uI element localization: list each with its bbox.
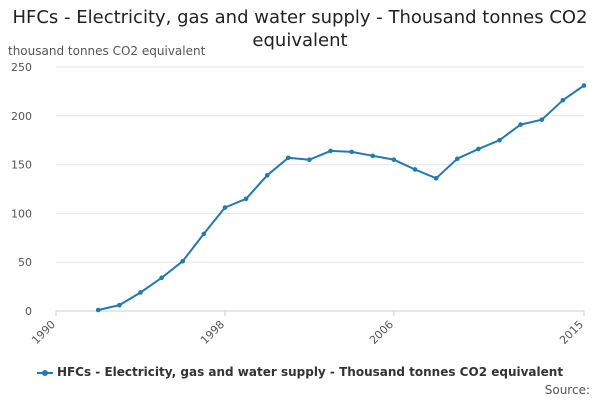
data-point-1996 <box>180 258 186 264</box>
data-point-2010 <box>476 146 481 152</box>
data-point-1993 <box>117 302 122 308</box>
series-line-0 <box>97 84 585 311</box>
data-point-1997 <box>201 231 207 237</box>
data-point-2006 <box>391 157 397 163</box>
data-point-2001 <box>286 155 291 161</box>
data-point-2004 <box>349 149 354 155</box>
data-point-1994 <box>138 290 143 295</box>
data-point-2003 <box>328 148 333 154</box>
x-tick-label-1990: 1990 <box>29 318 58 347</box>
data-point-1998 <box>222 205 228 210</box>
data-point-2013 <box>539 117 545 123</box>
y-tick-label-150: 150 <box>11 159 32 172</box>
data-point-1999 <box>243 196 249 202</box>
data-point-2014 <box>560 97 566 103</box>
x-tick-label-1998: 1998 <box>198 318 227 347</box>
data-point-2015 <box>581 83 587 88</box>
y-axis-label: thousand tonnes CO2 equivalent <box>8 44 206 58</box>
x-tick-label-2006: 2006 <box>367 318 396 347</box>
data-point-2008 <box>433 175 439 181</box>
legend-line-marker-icon <box>36 368 53 378</box>
data-point-2009 <box>454 156 460 162</box>
data-point-2007 <box>412 167 418 172</box>
data-point-2000 <box>264 173 270 178</box>
data-point-2005 <box>370 153 376 159</box>
data-point-1992 <box>95 307 101 313</box>
y-tick-label-200: 200 <box>11 110 32 123</box>
data-point-2011 <box>497 137 502 143</box>
data-point-1995 <box>159 275 164 281</box>
y-tick-label-0: 0 <box>25 305 32 318</box>
legend[interactable]: HFCs - Electricity, gas and water supply… <box>0 365 600 379</box>
y-tick-label-100: 100 <box>11 207 32 220</box>
data-point-2012 <box>518 122 523 127</box>
data-point-2002 <box>307 157 312 163</box>
chart-title: HFCs - Electricity, gas and water supply… <box>12 7 588 51</box>
source-label: Source: <box>544 383 590 397</box>
y-tick-label-50: 50 <box>18 256 32 269</box>
y-tick-label-250: 250 <box>11 61 32 74</box>
x-tick-label-2015: 2015 <box>557 318 586 347</box>
legend-label: HFCs - Electricity, gas and water supply… <box>56 365 564 379</box>
